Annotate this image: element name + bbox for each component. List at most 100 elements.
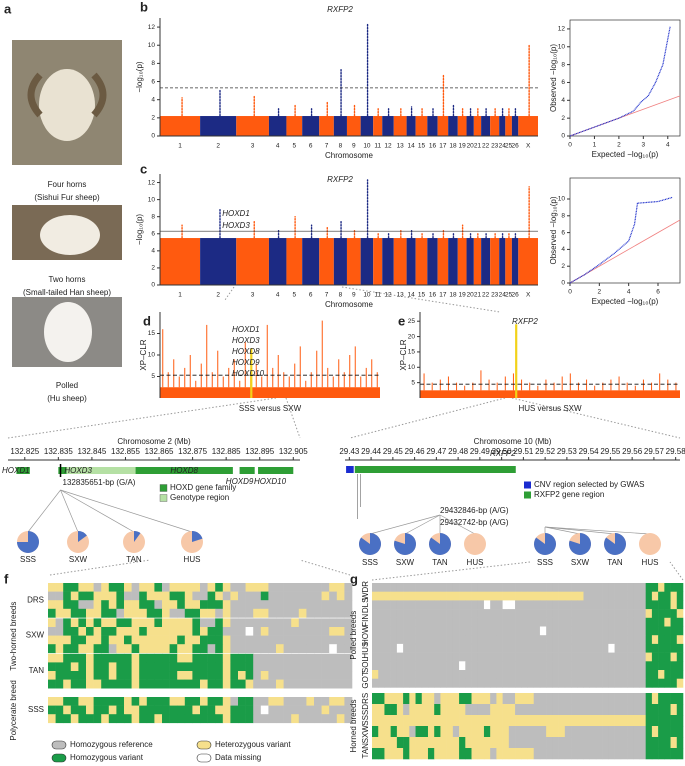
genotype-cell <box>139 635 148 645</box>
genotype-cell <box>378 715 385 727</box>
genotype-cell <box>372 617 379 627</box>
genotype-cell <box>70 583 79 592</box>
genotype-cell <box>670 670 678 679</box>
genotype-cell <box>571 715 578 727</box>
genotype-cell <box>200 714 208 724</box>
genotype-cell <box>452 737 460 749</box>
genotype-cell <box>589 652 597 662</box>
signal-band <box>393 238 407 285</box>
genotype-cell <box>372 591 379 601</box>
genotype-cell <box>268 627 277 636</box>
genotype-cell <box>552 678 559 688</box>
genotype-cell <box>215 697 224 706</box>
genotype-cell <box>608 600 615 610</box>
genotype-cell <box>496 726 503 738</box>
signal-band <box>457 238 467 285</box>
chromosome-label: 7 <box>325 292 329 299</box>
qq-points <box>569 196 673 284</box>
genotype-cell <box>614 591 622 601</box>
genotype-cell <box>595 643 603 653</box>
genotype-cell <box>502 704 510 716</box>
genotype-cell <box>378 737 385 749</box>
chromosome-label: 22 <box>482 143 490 150</box>
genotype-cell <box>527 704 535 716</box>
y-tick-label: 6 <box>561 229 565 236</box>
x-tick-label: 2 <box>598 289 602 296</box>
genotype-cell <box>276 600 284 610</box>
genotype-cell <box>571 670 578 679</box>
genotype-cell <box>452 583 460 592</box>
genotype-cell <box>421 748 429 760</box>
photo-head <box>44 302 92 362</box>
genotype-cell <box>336 653 345 663</box>
genotype-cell <box>415 748 423 760</box>
genotype-cell <box>207 627 216 636</box>
genotype-cell <box>230 627 239 636</box>
genotype-cell <box>564 626 572 636</box>
y-tick-label: 10 <box>148 42 156 49</box>
qq-x-label: Expected −log₁₀(p) <box>592 150 659 159</box>
genotype-cell <box>490 600 497 610</box>
y-tick-label: 8 <box>151 60 155 67</box>
genotype-cell <box>253 714 262 724</box>
genotype-cell <box>86 600 94 610</box>
pie-label: SXW <box>396 558 415 567</box>
genotype-cell <box>552 693 559 705</box>
genotype-cell <box>465 652 472 662</box>
genotype-cell <box>533 591 541 601</box>
genotype-cell <box>260 671 269 680</box>
genotype-cell <box>245 608 254 618</box>
genotype-cell <box>633 661 640 671</box>
signal-band <box>393 116 407 136</box>
genotype-cell <box>230 591 239 601</box>
genotype-cell <box>230 679 239 689</box>
genotype-cell <box>602 635 609 645</box>
gene-name: HOXD10 <box>254 477 287 486</box>
genotype-cell <box>154 671 163 680</box>
genotype-cell <box>116 644 125 654</box>
genotype-cell <box>465 726 472 738</box>
genotype-cell <box>608 661 615 671</box>
genotype-cell <box>101 714 110 724</box>
genotype-cell <box>329 608 338 618</box>
genotype-cell <box>63 679 72 689</box>
genotype-cell <box>101 583 110 592</box>
x-tick-label: 132.905 <box>279 447 308 456</box>
genotype-cell <box>403 652 410 662</box>
genotype-cell <box>527 748 535 760</box>
signal-band <box>286 238 303 285</box>
connector <box>7 397 301 439</box>
genotype-cell <box>78 705 87 715</box>
chromosome-label: 17 <box>439 143 447 150</box>
genotype-cell <box>589 704 597 716</box>
gene-label: HOXD3 <box>232 336 260 345</box>
genotype-cell <box>608 737 615 749</box>
genotype-cell <box>403 635 410 645</box>
genotype-cell <box>477 617 485 627</box>
genotype-cell <box>116 627 125 636</box>
genotype-cell <box>384 661 391 671</box>
genotype-cell <box>546 670 553 679</box>
genotype-cell <box>577 600 584 610</box>
genotype-cell <box>527 626 535 636</box>
genotype-cell <box>268 671 277 680</box>
y-tick-label: 25 <box>408 318 416 325</box>
genotype-cell <box>116 662 125 672</box>
genotype-cell <box>415 737 423 749</box>
signal-band <box>511 238 519 285</box>
genotype-cell <box>539 600 547 610</box>
genotype-cell <box>63 600 72 610</box>
genotype-cell <box>101 662 110 672</box>
genotype-cell <box>602 693 609 705</box>
genotype-cell <box>238 583 246 592</box>
chromosome-label: 10 <box>363 143 371 150</box>
genotype-cell <box>222 618 231 628</box>
genotype-cell <box>608 715 615 727</box>
genotype-cell <box>124 662 132 672</box>
y-tick-label: 6 <box>561 79 565 86</box>
genotype-cell <box>427 715 435 727</box>
y-tick-label: 10 <box>558 196 566 203</box>
x-tick-label: 29.47 <box>426 447 447 456</box>
chromosome-label: 18 <box>449 292 457 299</box>
genotype-cell <box>496 715 503 727</box>
